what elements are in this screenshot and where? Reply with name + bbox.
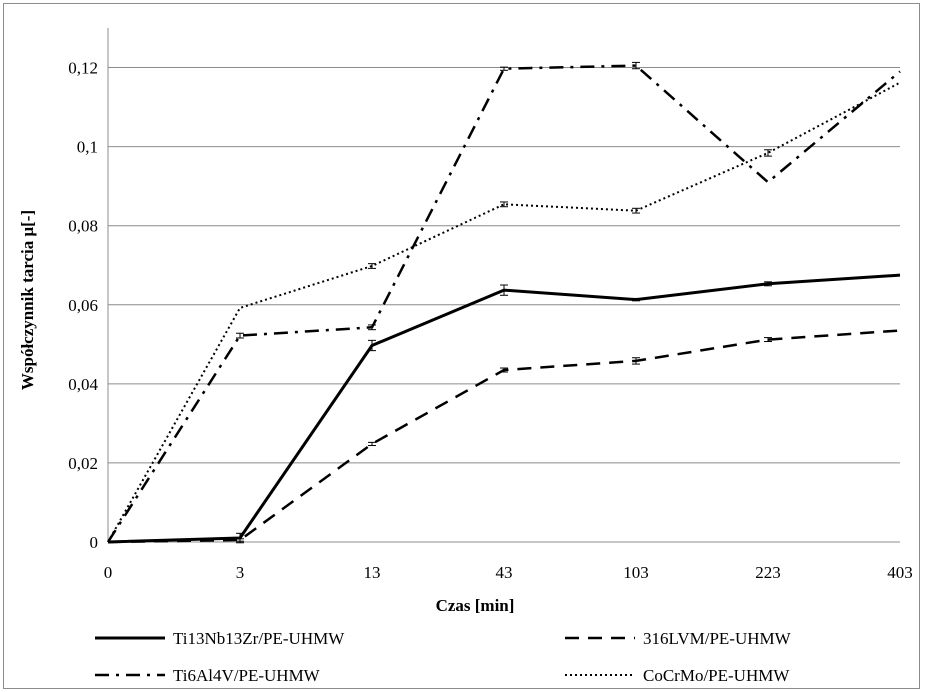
gridlines	[108, 67, 900, 464]
series-line-cocrmo-pe-uhmw	[107, 81, 901, 543]
y-tick-label: 0	[90, 533, 99, 552]
legend-label: CoCrMo/PE-UHMW	[643, 666, 790, 685]
x-axis-title: Czas [min]	[436, 596, 515, 615]
error-bar	[500, 201, 508, 208]
x-tick-label: 103	[623, 563, 649, 582]
y-axis-title: Współczynnik tarcia μ[-]	[18, 210, 37, 390]
legend-item: Ti6Al4V/PE-UHMW	[95, 666, 321, 685]
error-bar	[764, 149, 772, 157]
y-tick-label: 0,1	[77, 138, 98, 157]
legend-item: Ti13Nb13Zr/PE-UHMW	[95, 629, 345, 648]
x-tick-label: 403	[887, 563, 913, 582]
legend-label: Ti13Nb13Zr/PE-UHMW	[173, 629, 345, 648]
error-bar	[368, 324, 376, 331]
x-tick-label: 0	[104, 563, 113, 582]
x-tick-label: 3	[236, 563, 245, 582]
x-tick-label: 43	[496, 563, 513, 582]
y-tick-label: 0,08	[68, 217, 98, 236]
legend-label: Ti6Al4V/PE-UHMW	[173, 666, 321, 685]
error-bar	[764, 337, 772, 343]
legend-label: 316LVM/PE-UHMW	[643, 629, 792, 648]
error-bar	[368, 441, 376, 447]
error-bar	[500, 66, 508, 71]
series-line-ti13nb13zr-pe-uhmw	[107, 273, 901, 544]
chart-frame	[3, 3, 920, 689]
error-bar	[632, 297, 640, 302]
data-series	[106, 64, 901, 544]
legend-item: 316LVM/PE-UHMW	[565, 629, 792, 648]
legend-item: CoCrMo/PE-UHMW	[565, 666, 790, 685]
y-tick-label: 0,12	[68, 59, 98, 78]
x-tick-label: 223	[755, 563, 781, 582]
error-bar	[500, 284, 508, 296]
y-tick-labels: 0 0,02 0,04 0,06 0,08 0,1 0,12	[68, 59, 98, 552]
x-tick-labels: 0 3 13 43 103 223 403	[104, 563, 913, 582]
error-bar	[632, 207, 640, 214]
series-line-316lvm-pe-uhmw	[107, 329, 901, 544]
x-tick-label: 13	[364, 563, 381, 582]
error-bar	[764, 281, 772, 287]
error-bar	[500, 367, 508, 373]
error-bars	[236, 61, 772, 544]
y-tick-label: 0,06	[68, 296, 98, 315]
error-bar	[632, 61, 640, 70]
error-bar	[236, 332, 244, 339]
error-bar	[368, 339, 376, 352]
y-tick-label: 0,04	[68, 375, 98, 394]
legend: Ti13Nb13Zr/PE-UHMW 316LVM/PE-UHMW Ti6Al4V/…	[95, 629, 792, 685]
error-bar	[368, 263, 376, 269]
y-tick-label: 0,02	[68, 454, 98, 473]
error-bar	[632, 357, 640, 365]
error-bar	[236, 538, 244, 542]
series-line-ti6al4v-pe-uhmw	[106, 64, 901, 543]
